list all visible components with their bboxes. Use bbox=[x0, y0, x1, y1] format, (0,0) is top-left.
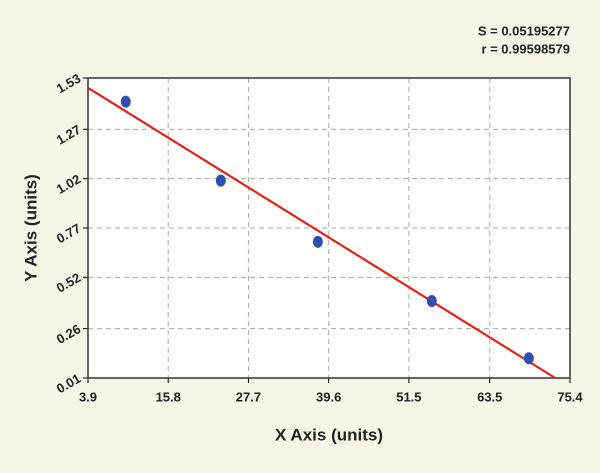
fit-line bbox=[87, 86, 556, 379]
x-tick-label: 63.5 bbox=[477, 389, 502, 404]
x-tick-label: 27.7 bbox=[236, 389, 261, 404]
data-point bbox=[426, 295, 437, 308]
data-point bbox=[215, 174, 226, 187]
x-tick-label: 75.4 bbox=[557, 389, 583, 404]
data-point bbox=[523, 352, 534, 365]
x-tick-label: 51.5 bbox=[396, 389, 421, 404]
plot-frame bbox=[87, 77, 571, 379]
y-axis-title: Y Axis (units) bbox=[21, 174, 40, 282]
x-tick-label: 39.6 bbox=[316, 389, 341, 404]
annotation: S = 0.05195277 bbox=[478, 23, 570, 38]
data-point bbox=[312, 235, 323, 248]
x-tick-label: 15.8 bbox=[156, 389, 181, 404]
data-point bbox=[120, 95, 131, 108]
x-axis-title: X Axis (units) bbox=[275, 425, 383, 444]
x-tick-label: 3.9 bbox=[79, 389, 97, 404]
annotation: r = 0.99598579 bbox=[481, 41, 570, 56]
